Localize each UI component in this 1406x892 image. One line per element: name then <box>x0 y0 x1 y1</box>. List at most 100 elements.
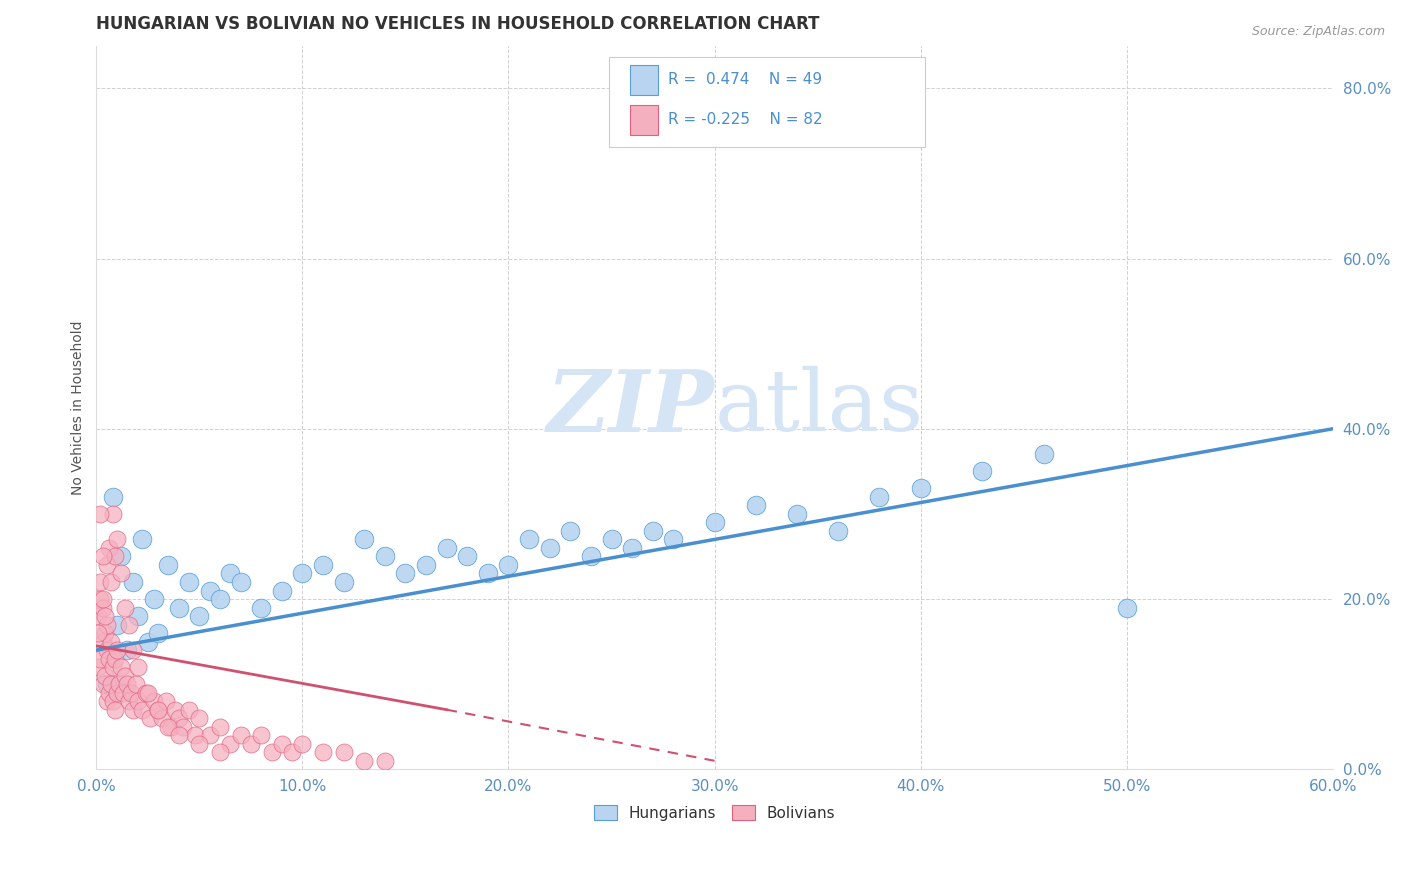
FancyBboxPatch shape <box>630 104 658 135</box>
Point <box>229 728 252 742</box>
Point <box>87 626 110 640</box>
Point <box>105 686 128 700</box>
Point <box>143 694 166 708</box>
Point <box>118 694 141 708</box>
Point <box>786 507 808 521</box>
Point <box>105 617 128 632</box>
Point <box>101 694 124 708</box>
Point <box>93 668 115 682</box>
Point <box>104 651 127 665</box>
Point <box>167 600 190 615</box>
Text: R = -0.225    N = 82: R = -0.225 N = 82 <box>668 112 823 128</box>
Point <box>89 592 111 607</box>
Point <box>122 574 145 589</box>
Text: HUNGARIAN VS BOLIVIAN NO VEHICLES IN HOUSEHOLD CORRELATION CHART: HUNGARIAN VS BOLIVIAN NO VEHICLES IN HOU… <box>97 15 820 33</box>
Point <box>97 686 120 700</box>
Point <box>177 574 200 589</box>
Point <box>91 549 114 564</box>
Text: atlas: atlas <box>714 366 924 449</box>
Point <box>110 660 132 674</box>
Point <box>104 549 127 564</box>
Point <box>159 720 181 734</box>
Point <box>219 566 242 581</box>
Point <box>118 617 141 632</box>
Point <box>579 549 602 564</box>
Point <box>198 583 221 598</box>
Point <box>229 574 252 589</box>
Point <box>105 643 128 657</box>
Point <box>127 660 149 674</box>
Point <box>208 720 231 734</box>
Point <box>1115 600 1137 615</box>
Point <box>157 720 180 734</box>
Point <box>124 677 146 691</box>
Point <box>89 574 111 589</box>
Point <box>188 711 211 725</box>
Point <box>353 754 375 768</box>
Point <box>600 533 623 547</box>
FancyBboxPatch shape <box>630 65 658 95</box>
Point <box>198 728 221 742</box>
Point <box>101 507 124 521</box>
Point <box>122 643 145 657</box>
Point <box>188 737 211 751</box>
Point <box>436 541 458 555</box>
Point <box>827 524 849 538</box>
Point <box>117 643 139 657</box>
Point <box>150 711 173 725</box>
Point <box>89 507 111 521</box>
Point <box>415 558 437 572</box>
Point <box>517 533 540 547</box>
Point <box>208 592 231 607</box>
Point <box>312 745 335 759</box>
Point <box>188 609 211 624</box>
Point <box>621 541 644 555</box>
Point <box>96 617 118 632</box>
Point <box>91 600 114 615</box>
Point <box>374 549 396 564</box>
Point <box>96 643 118 657</box>
Point <box>93 626 115 640</box>
Point <box>122 703 145 717</box>
FancyBboxPatch shape <box>609 56 925 147</box>
Point <box>93 609 115 624</box>
Point <box>101 490 124 504</box>
Point <box>110 549 132 564</box>
Point <box>332 745 354 759</box>
Point <box>167 728 190 742</box>
Point <box>96 677 118 691</box>
Point <box>353 533 375 547</box>
Point <box>394 566 416 581</box>
Point <box>155 694 177 708</box>
Point <box>172 720 194 734</box>
Point <box>184 728 207 742</box>
Point <box>250 728 273 742</box>
Point <box>163 703 186 717</box>
Point <box>105 533 128 547</box>
Legend: Hungarians, Bolivians: Hungarians, Bolivians <box>588 798 842 827</box>
Point <box>131 703 153 717</box>
Point <box>96 694 118 708</box>
Point <box>291 737 314 751</box>
Point <box>662 533 685 547</box>
Point <box>745 499 768 513</box>
Point <box>97 541 120 555</box>
Y-axis label: No Vehicles in Household: No Vehicles in Household <box>72 320 86 495</box>
Point <box>87 660 110 674</box>
Point <box>972 464 994 478</box>
Point <box>1033 447 1056 461</box>
Point <box>146 703 169 717</box>
Point <box>250 600 273 615</box>
Point <box>112 686 135 700</box>
Point <box>312 558 335 572</box>
Point <box>108 677 131 691</box>
Point <box>291 566 314 581</box>
Point <box>157 558 180 572</box>
Point <box>91 592 114 607</box>
Point <box>146 626 169 640</box>
Point <box>114 668 136 682</box>
Point <box>136 686 159 700</box>
Point <box>87 609 110 624</box>
Point <box>127 694 149 708</box>
Point <box>477 566 499 581</box>
